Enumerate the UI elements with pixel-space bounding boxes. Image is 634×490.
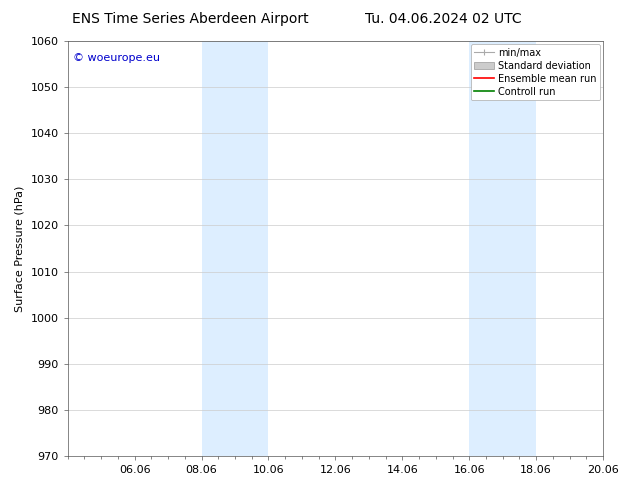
Text: ENS Time Series Aberdeen Airport: ENS Time Series Aberdeen Airport: [72, 12, 309, 26]
Text: Tu. 04.06.2024 02 UTC: Tu. 04.06.2024 02 UTC: [365, 12, 522, 26]
Bar: [469, 41, 536, 456]
Bar: [202, 41, 268, 456]
Y-axis label: Surface Pressure (hPa): Surface Pressure (hPa): [15, 185, 25, 312]
Legend: min/max, Standard deviation, Ensemble mean run, Controll run: min/max, Standard deviation, Ensemble me…: [470, 44, 600, 100]
Text: © woeurope.eu: © woeurope.eu: [73, 53, 160, 64]
